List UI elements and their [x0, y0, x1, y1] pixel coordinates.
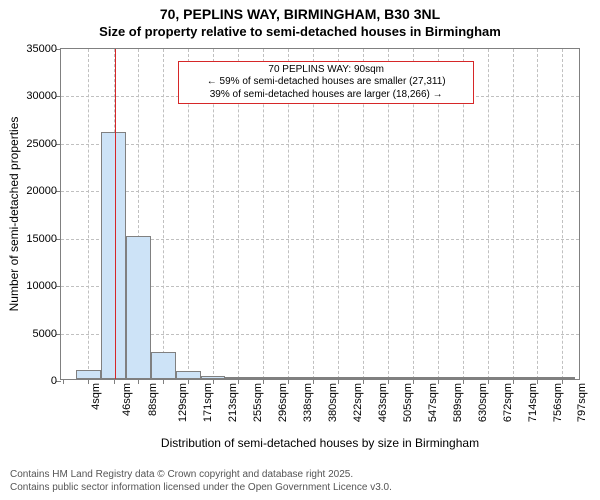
xtick-mark — [562, 379, 563, 384]
annotation-line: ← 59% of semi-detached houses are smalle… — [183, 76, 469, 89]
histogram-bar — [276, 377, 301, 379]
ytick-label: 30000 — [26, 90, 61, 102]
histogram-bar — [76, 370, 101, 379]
xtick-mark — [513, 379, 514, 384]
histogram-bar — [500, 377, 525, 379]
xtick-label: 380sqm — [327, 383, 339, 422]
xtick-mark — [163, 379, 164, 384]
gridline-vertical — [513, 49, 514, 379]
footer-line-1: Contains HM Land Registry data © Crown c… — [10, 469, 600, 482]
annotation-line: 39% of semi-detached houses are larger (… — [183, 89, 469, 102]
annotation-line: 70 PEPLINS WAY: 90sqm — [183, 64, 469, 77]
histogram-bar — [425, 377, 450, 379]
xtick-mark — [488, 379, 489, 384]
xtick-label: 296sqm — [277, 383, 289, 422]
xtick-label: 129sqm — [177, 383, 189, 422]
xtick-label: 213sqm — [227, 383, 239, 422]
xtick-mark — [238, 379, 239, 384]
xtick-mark — [138, 379, 139, 384]
footer-line-2: Contains public sector information licen… — [10, 482, 600, 495]
xtick-label: 338sqm — [302, 383, 314, 422]
chart-subtitle: Size of property relative to semi-detach… — [0, 24, 600, 40]
histogram-bar — [101, 132, 126, 379]
xtick-mark — [63, 379, 64, 384]
xtick-mark — [537, 379, 538, 384]
xtick-label: 756sqm — [552, 383, 564, 422]
xtick-label: 422sqm — [352, 383, 364, 422]
xtick-label: 672sqm — [502, 383, 514, 422]
histogram-bar — [126, 236, 151, 379]
xtick-label: 797sqm — [577, 383, 589, 422]
xtick-label: 589sqm — [452, 383, 464, 422]
histogram-bar — [225, 377, 250, 379]
histogram-bar — [350, 377, 375, 379]
ytick-label: 5000 — [33, 328, 61, 340]
ytick-label: 20000 — [26, 185, 61, 197]
histogram-bar — [375, 377, 400, 379]
histogram-bar — [151, 352, 176, 380]
property-marker-line — [115, 49, 116, 379]
xtick-mark — [463, 379, 464, 384]
xtick-label: 46sqm — [122, 383, 134, 416]
footer: Contains HM Land Registry data © Crown c… — [10, 469, 600, 494]
ytick-label: 10000 — [26, 280, 61, 292]
xtick-label: 88sqm — [147, 383, 159, 416]
gridline-vertical — [537, 49, 538, 379]
plot: 050001000015000200002500030000350004sqm4… — [60, 48, 580, 380]
xtick-mark — [413, 379, 414, 384]
xtick-mark — [438, 379, 439, 384]
y-axis-label: Number of semi-detached properties — [7, 117, 21, 312]
xtick-label: 505sqm — [402, 383, 414, 422]
histogram-bar — [525, 377, 550, 379]
xtick-label: 714sqm — [527, 383, 539, 422]
histogram-bar — [201, 376, 226, 379]
histogram-bar — [176, 371, 201, 379]
xtick-label: 630sqm — [477, 383, 489, 422]
gridline-vertical — [488, 49, 489, 379]
gridline-vertical — [163, 49, 164, 379]
xtick-mark — [313, 379, 314, 384]
chart-container: 70, PEPLINS WAY, BIRMINGHAM, B30 3NL Siz… — [0, 0, 600, 500]
xtick-label: 463sqm — [377, 383, 389, 422]
x-axis-label: Distribution of semi-detached houses by … — [60, 436, 580, 450]
xtick-mark — [213, 379, 214, 384]
xtick-mark — [388, 379, 389, 384]
ytick-label: 35000 — [26, 43, 61, 55]
xtick-label: 255sqm — [253, 383, 265, 422]
xtick-label: 547sqm — [427, 383, 439, 422]
xtick-label: 4sqm — [90, 383, 102, 410]
xtick-mark — [288, 379, 289, 384]
ytick-label: 25000 — [26, 138, 61, 150]
annotation-box: 70 PEPLINS WAY: 90sqm← 59% of semi-detac… — [178, 61, 474, 105]
gridline-vertical — [88, 49, 89, 379]
xtick-mark — [88, 379, 89, 384]
xtick-mark — [363, 379, 364, 384]
ytick-label: 15000 — [26, 233, 61, 245]
chart-title: 70, PEPLINS WAY, BIRMINGHAM, B30 3NL — [0, 0, 600, 24]
gridline-vertical — [562, 49, 563, 379]
plot-area: 050001000015000200002500030000350004sqm4… — [60, 48, 580, 380]
histogram-bar — [301, 377, 326, 379]
histogram-bar — [450, 377, 475, 379]
ytick-label: 0 — [51, 375, 61, 387]
xtick-mark — [263, 379, 264, 384]
xtick-label: 171sqm — [202, 383, 214, 422]
histogram-bar — [475, 377, 500, 379]
histogram-bar — [400, 377, 425, 379]
xtick-mark — [338, 379, 339, 384]
xtick-mark — [114, 379, 115, 384]
xtick-mark — [188, 379, 189, 384]
histogram-bar — [325, 377, 350, 379]
histogram-bar — [550, 377, 575, 379]
histogram-bar — [250, 377, 275, 379]
